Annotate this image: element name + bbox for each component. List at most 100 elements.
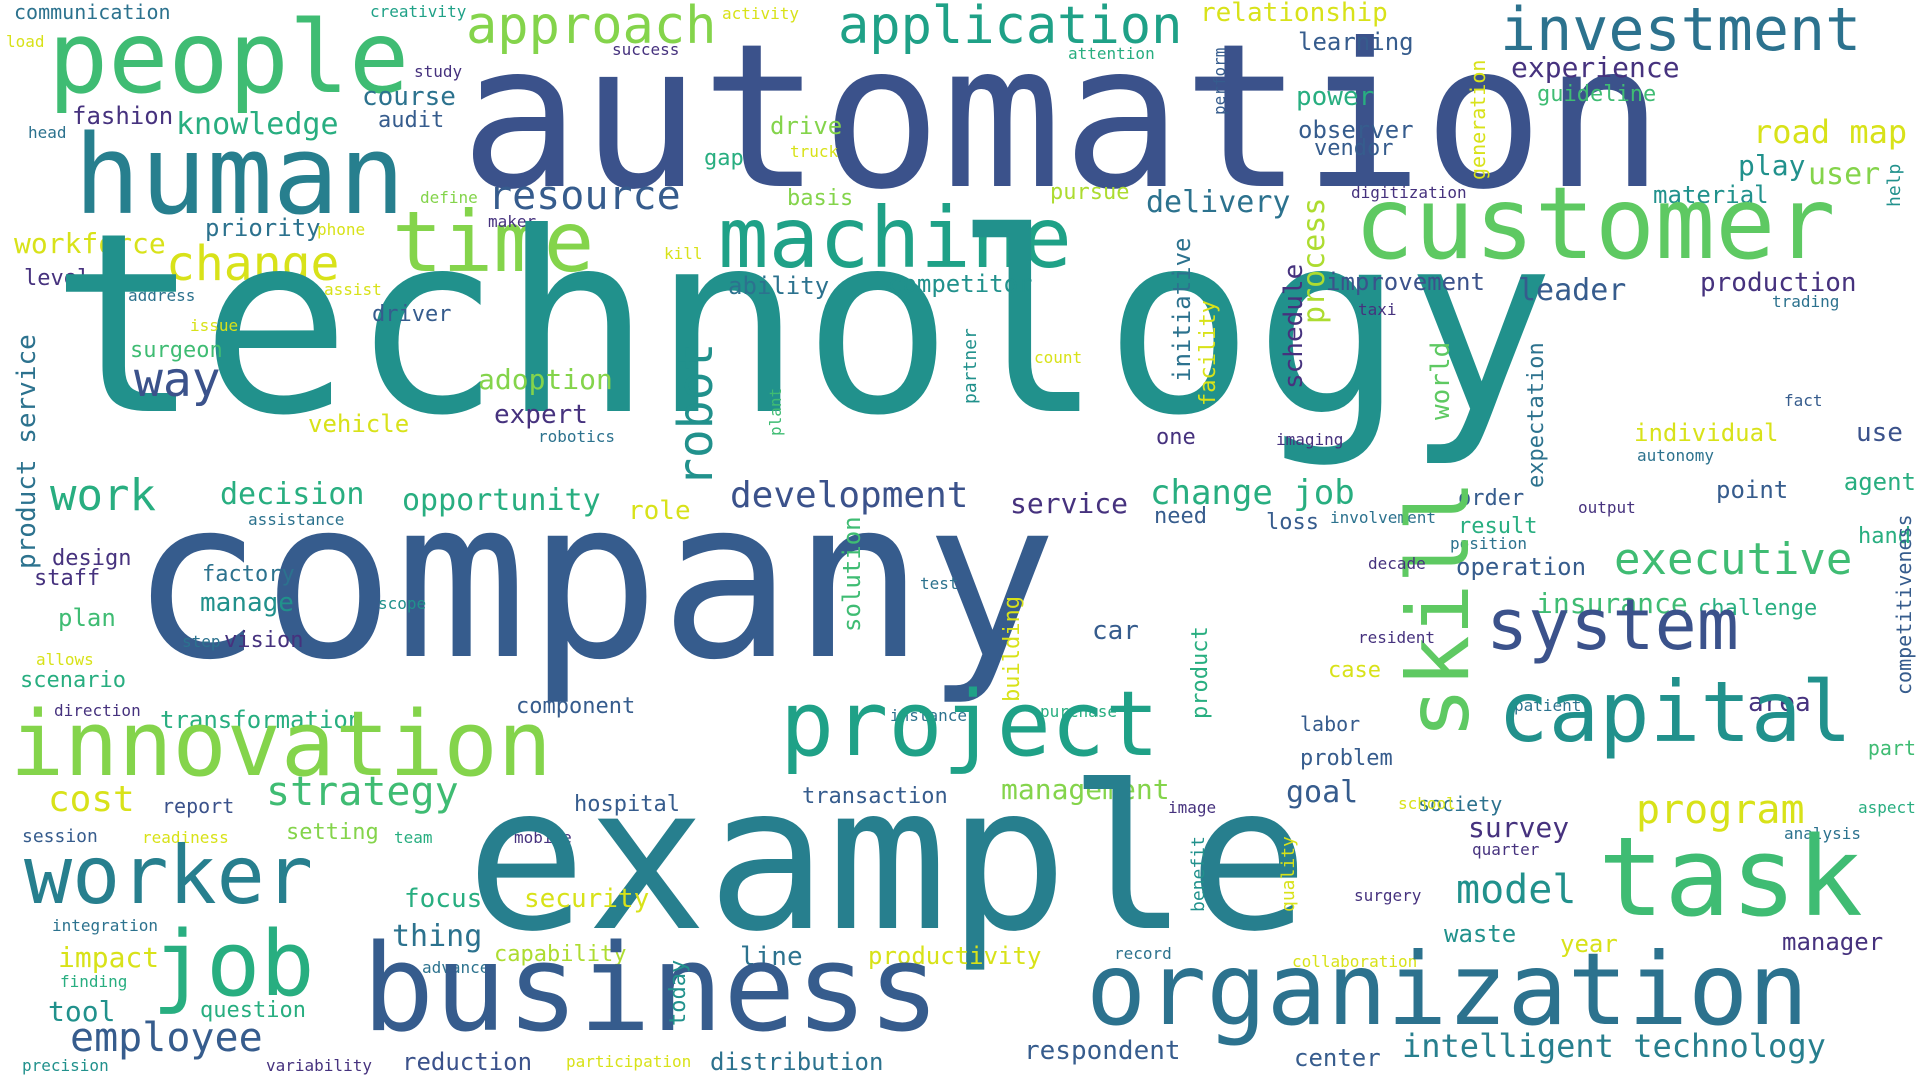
word-maker: maker [488, 212, 537, 231]
word-problem: problem [1300, 746, 1393, 771]
word-analysis: analysis [1784, 824, 1862, 843]
word-product-service: product service [12, 334, 42, 569]
word-year: year [1560, 930, 1618, 958]
word-staff: staff [34, 566, 101, 591]
word-people: people [48, 0, 410, 116]
word-customer: customer [1354, 165, 1836, 282]
word-team: team [394, 828, 433, 847]
word-scenario: scenario [20, 668, 126, 693]
word-robotics: robotics [538, 427, 616, 446]
word-point: point [1716, 476, 1789, 504]
word-fact: fact [1784, 391, 1823, 410]
word-vehicle: vehicle [308, 410, 410, 438]
word-design: design [52, 546, 132, 571]
word-individual: individual [1634, 419, 1779, 447]
word-labor: labor [1300, 712, 1361, 736]
word-activity: activity [722, 4, 800, 23]
word-road-map: road map [1753, 113, 1908, 151]
word-focus: focus [404, 884, 483, 914]
word-role: role [628, 496, 691, 526]
word-investment: investment [1500, 0, 1862, 65]
word-study: study [414, 62, 463, 81]
word-manage: manage [200, 588, 294, 618]
word-use: use [1856, 418, 1903, 448]
word-readiness: readiness [142, 828, 229, 847]
word-society: society [1418, 792, 1503, 816]
word-worker: worker [24, 829, 313, 922]
word-tool: tool [48, 995, 116, 1028]
word-assistance: assistance [248, 510, 345, 529]
word-facility: facility [1196, 300, 1221, 406]
word-survey: survey [1468, 811, 1570, 844]
word-leader: leader [1518, 273, 1627, 308]
word-head: head [28, 123, 67, 142]
word-assist: assist [324, 280, 382, 299]
word-automation: automation [460, 1, 1665, 234]
word-session: session [22, 826, 98, 847]
word-schedule: schedule [1279, 263, 1309, 389]
word-purchase: purchase [1040, 702, 1118, 721]
word-image: image [1168, 798, 1217, 817]
word-one: one [1156, 425, 1196, 450]
word-improvement: improvement [1326, 268, 1485, 296]
word-autonomy: autonomy [1637, 446, 1715, 465]
word-load: load [6, 32, 45, 51]
word-management: management [1001, 773, 1170, 806]
word-level: level [24, 266, 91, 291]
word-ability: ability [728, 272, 830, 300]
word-setting: setting [286, 820, 379, 845]
word-application: application [838, 0, 1183, 56]
word-task: task [1598, 813, 1863, 941]
word-productivity: productivity [868, 942, 1042, 970]
word-executive: executive [1614, 534, 1853, 585]
word-development: development [730, 475, 969, 516]
word-workforce: workforce [14, 227, 166, 260]
word-area: area [1748, 688, 1811, 718]
word-work: work [50, 470, 156, 521]
word-thing: thing [392, 919, 483, 954]
word-competitor: competitor [888, 270, 1033, 298]
word-perform: perform [1210, 47, 1229, 115]
word-pursue: pursue [1050, 180, 1130, 205]
word-product: product [1188, 626, 1213, 719]
word-phone: phone [317, 220, 366, 239]
word-observer: observer [1298, 116, 1414, 144]
word-delivery: delivery [1146, 185, 1291, 220]
word-guideline: guideline [1537, 82, 1657, 107]
word-change: change [166, 236, 340, 292]
word-involvement: involvement [1330, 508, 1436, 527]
word-security: security [524, 884, 650, 914]
word-transformation: transformation [160, 706, 363, 734]
word-company: company [130, 452, 1058, 708]
word-course: course [362, 82, 456, 112]
word-priority: priority [205, 214, 321, 242]
word-aspect: aspect [1858, 798, 1916, 817]
word-surgery: surgery [1354, 886, 1422, 905]
word-step: step [182, 632, 221, 651]
word-success: success [612, 40, 680, 59]
word-learning: learning [1298, 28, 1414, 56]
word-communication: communication [14, 0, 171, 24]
word-benefit: benefit [1188, 836, 1209, 912]
word-direction: direction [54, 701, 141, 720]
word-capability: capability [494, 942, 627, 967]
word-quality: quality [1278, 836, 1299, 912]
word-waste: waste [1444, 920, 1517, 948]
word-service: service [1010, 487, 1129, 520]
word-surgeon: surgeon [130, 338, 223, 363]
word-skill: skill [1389, 480, 1489, 739]
word-test: test [920, 574, 959, 593]
word-hand: hand [1858, 524, 1911, 549]
word-imaging: imaging [1276, 430, 1344, 449]
word-world: world [1426, 341, 1456, 420]
word-vision: vision [224, 628, 304, 653]
word-system: system [1486, 584, 1739, 666]
word-opportunity: opportunity [402, 483, 601, 518]
word-hospital: hospital [574, 792, 680, 817]
word-collaboration: collaboration [1292, 952, 1418, 971]
word-question: question [200, 998, 306, 1023]
word-machine: machine [718, 189, 1073, 287]
word-model: model [1456, 867, 1577, 913]
word-partner: partner [960, 328, 981, 404]
